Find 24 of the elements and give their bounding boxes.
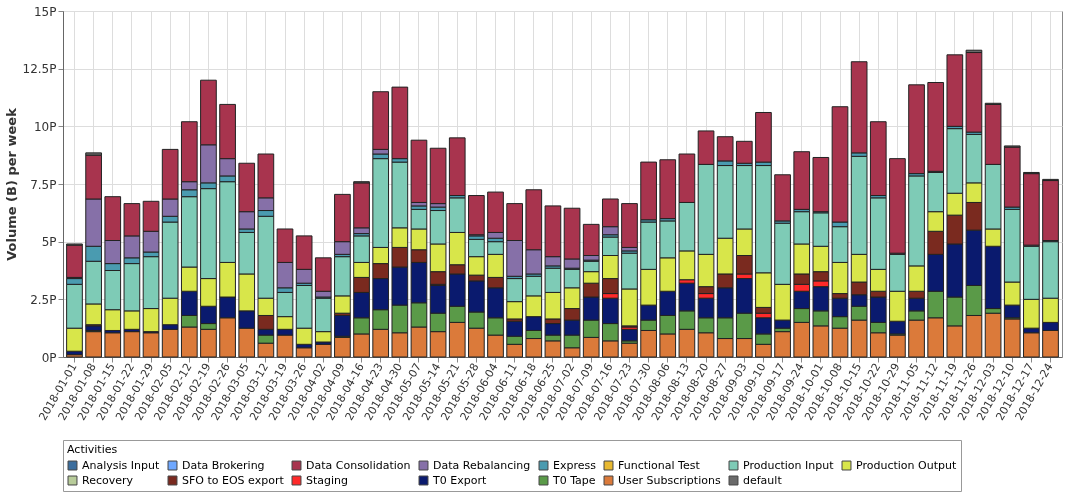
legend-label: Production Input	[743, 458, 835, 472]
y-tick-label: 2.5P	[30, 292, 57, 307]
y-tick-label: 5P	[41, 235, 57, 250]
y-tick-label: 15P	[33, 4, 57, 19]
legend-label: Production Output	[856, 458, 957, 472]
legend-label: Recovery	[82, 473, 134, 487]
y-tick-label: 12.5P	[22, 62, 57, 77]
legend-label: T0 Export	[432, 473, 487, 487]
legend-label: Data Rebalancing	[433, 458, 531, 472]
y-tick-label: 7.5P	[30, 177, 57, 192]
legend-title: Activities	[67, 443, 118, 456]
legend-label: Data Consolidation	[306, 458, 411, 472]
legend-label: Functional Test	[618, 458, 701, 472]
legend-label: User Subscriptions	[618, 473, 721, 487]
legend-label: Express	[553, 458, 597, 472]
y-tick-label: 10P	[33, 119, 57, 134]
legend-label: Data Brokering	[182, 458, 265, 472]
legend-label: default	[743, 473, 783, 487]
y-axis-title: Volume (B) per week	[3, 107, 19, 261]
legend-label: Staging	[306, 473, 349, 487]
y-tick-label: 0P	[41, 350, 57, 365]
legend-label: T0 Tape	[552, 473, 596, 487]
legend-label: Analysis Input	[82, 458, 160, 472]
legend-label: SFO to EOS export	[182, 473, 285, 487]
